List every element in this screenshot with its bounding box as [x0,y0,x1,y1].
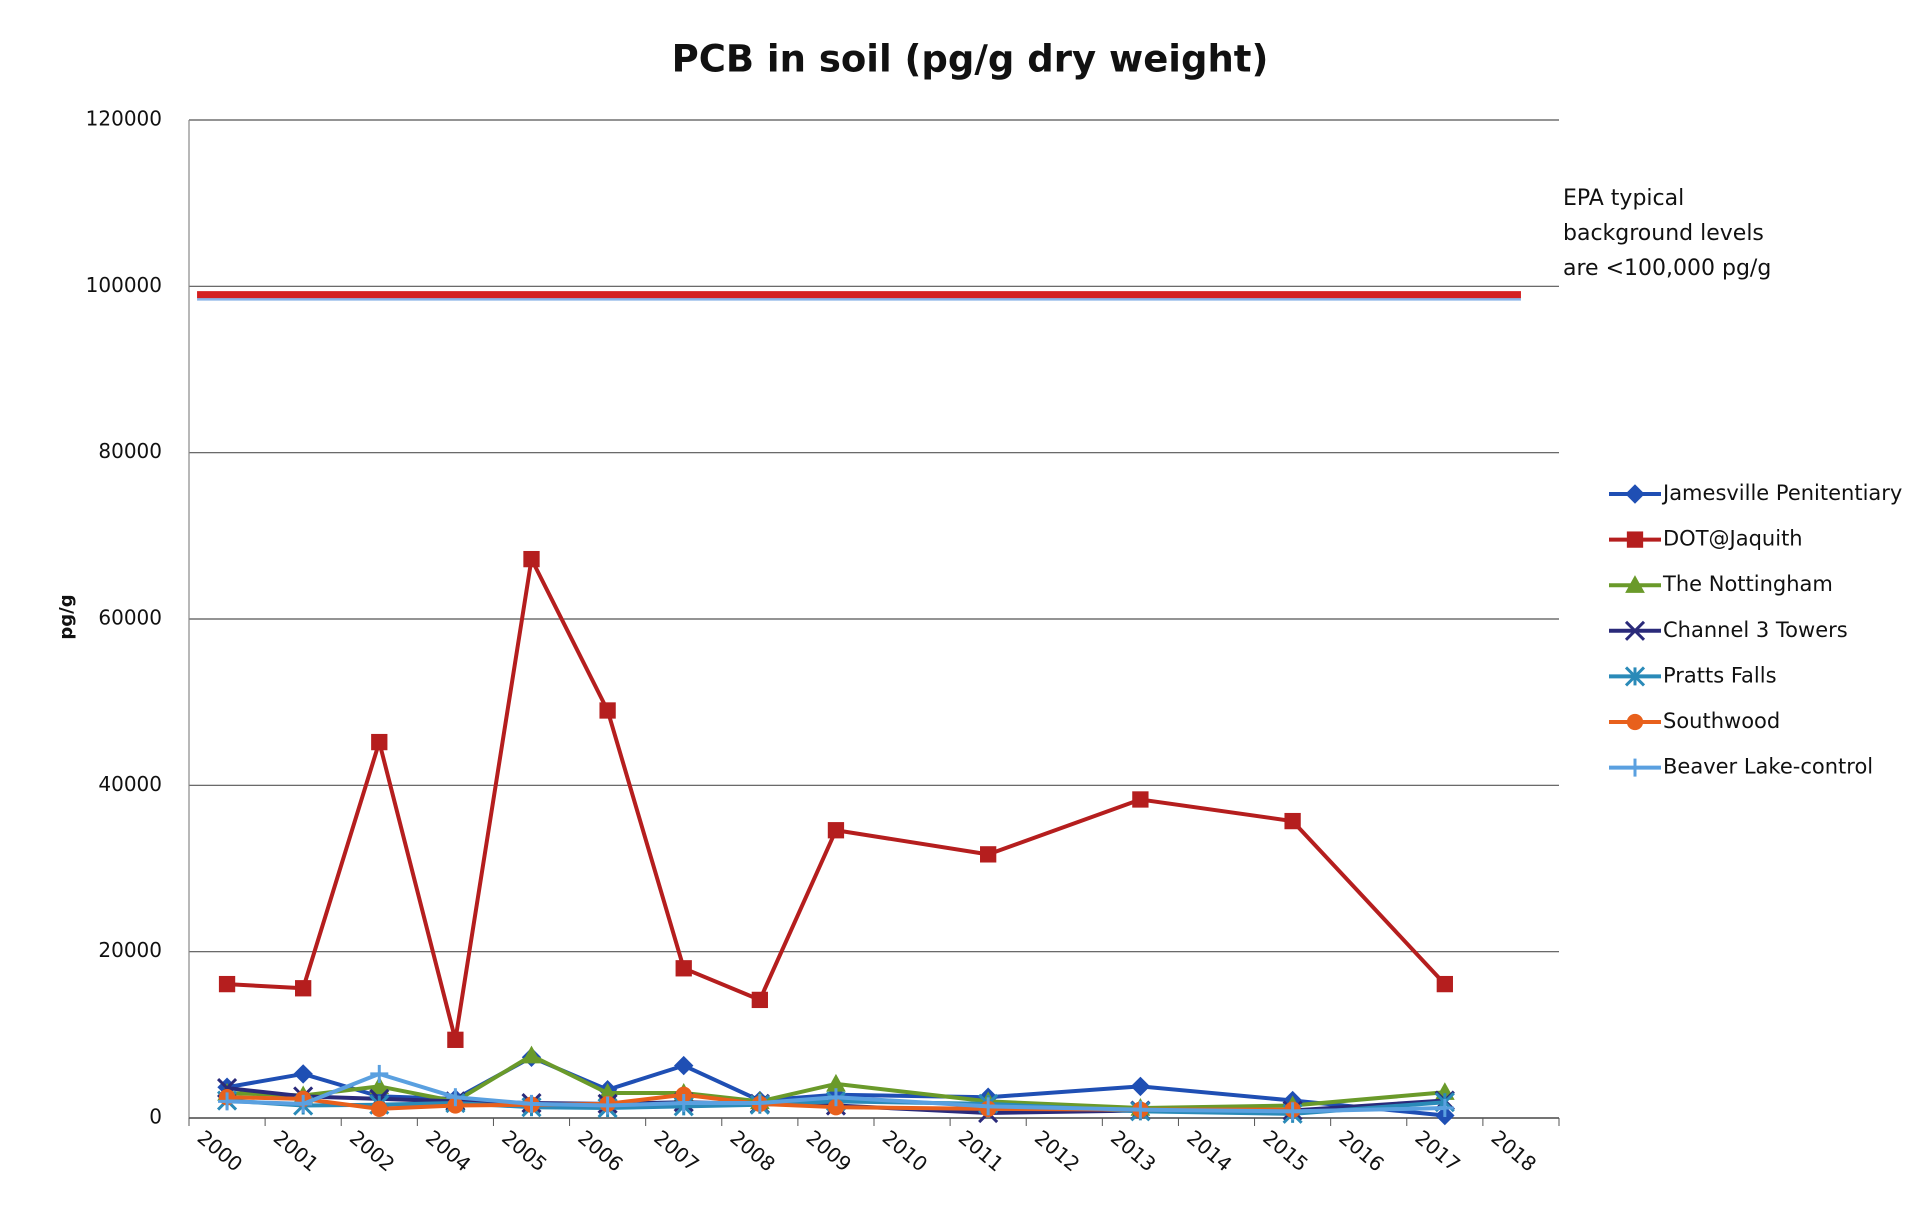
marker [1436,975,1453,993]
marker [295,980,312,997]
marker [369,1076,390,1095]
marker [1625,484,1645,504]
marker [446,1088,465,1107]
marker-shape [1284,812,1301,830]
marker-shape [599,702,616,719]
y-axis-label: pg/g [56,594,77,639]
marker [218,975,236,993]
marker [371,733,388,751]
marker-shape [447,1031,464,1048]
legend-label: DOT@Jaquith [1663,527,1803,551]
marker [599,702,616,719]
annotation: are <100,000 pg/g [1563,256,1771,281]
marker [370,1064,389,1083]
annotation: background levels [1563,221,1764,246]
marker [521,1045,542,1064]
chart-title: PCB in soil (pg/g dry weight) [672,38,1269,81]
marker-shape [674,1055,694,1076]
legend-label: The Nottingham [1662,572,1833,596]
marker [1626,758,1644,777]
marker-shape [1626,713,1644,731]
marker-shape [218,975,236,993]
marker-shape [1625,575,1645,593]
y-tick-label: 40000 [98,772,162,796]
y-tick-label: 100000 [86,273,162,297]
marker [675,960,692,977]
marker [1131,1100,1150,1119]
marker [1435,1099,1454,1118]
marker-shape [371,733,388,751]
marker-shape [1132,791,1149,808]
y-tick-label: 20000 [98,938,162,962]
marker [1624,620,1646,641]
marker [1626,531,1644,548]
marker-shape [1436,975,1453,993]
marker-shape [295,980,312,997]
marker-shape [751,991,768,1009]
marker [1130,1076,1151,1097]
marker [827,822,845,839]
marker [1284,812,1301,830]
legend-label: Jamesville Penitentiary [1661,481,1902,505]
marker-shape [1626,531,1644,548]
marker-shape [1625,484,1645,504]
marker-shape [523,550,540,568]
legend-label: Pratts Falls [1663,663,1777,687]
marker [674,1055,694,1076]
marker [294,1094,313,1113]
marker-shape [293,1064,313,1084]
marker [1626,713,1644,731]
series-line [227,1092,1293,1112]
marker [371,1100,388,1118]
marker-shape [1624,620,1646,641]
marker [447,1031,464,1048]
legend-label: Southwood [1663,709,1780,733]
marker-shape [369,1076,390,1095]
marker [979,1097,998,1116]
y-tick-label: 60000 [98,606,162,630]
marker [750,1094,769,1113]
marker [1624,666,1646,687]
marker [826,1088,845,1107]
marker [522,1094,541,1113]
marker [598,1096,617,1115]
marker [1132,791,1149,808]
marker [1283,1102,1302,1121]
marker-shape [980,846,997,863]
marker [218,1092,237,1111]
marker [523,550,540,568]
y-tick-label: 0 [149,1105,162,1129]
marker-shape [1130,1076,1151,1097]
marker-shape [675,960,692,977]
marker-shape [521,1045,542,1064]
annotation: EPA typical [1563,186,1684,211]
y-tick-label: 120000 [86,107,162,131]
marker [980,846,997,863]
y-tick-label: 80000 [98,439,162,463]
marker [674,1094,693,1113]
marker-shape [371,1100,388,1118]
marker [1625,575,1645,593]
marker [751,991,768,1009]
marker [293,1064,313,1084]
marker-shape [827,822,845,839]
legend-label: Beaver Lake-control [1663,755,1873,779]
legend-label: Channel 3 Towers [1663,618,1848,642]
